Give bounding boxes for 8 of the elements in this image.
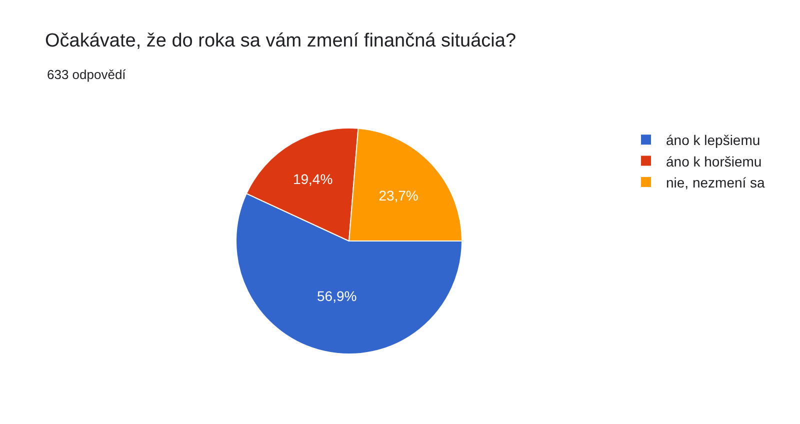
legend-label: áno k lepšiemu <box>666 132 760 148</box>
data-label: 56,9% <box>316 288 357 304</box>
legend-label: nie, nezmení sa <box>666 174 766 190</box>
chart-title: Očakávate, že do roka sa vám zmení finančná situácia? <box>45 30 516 52</box>
data-label: 23,7% <box>378 187 418 204</box>
data-label: 19,4% <box>292 170 333 187</box>
text: 633 odpovědí <box>47 67 126 82</box>
legend-label: áno k horšiemu <box>666 153 762 170</box>
